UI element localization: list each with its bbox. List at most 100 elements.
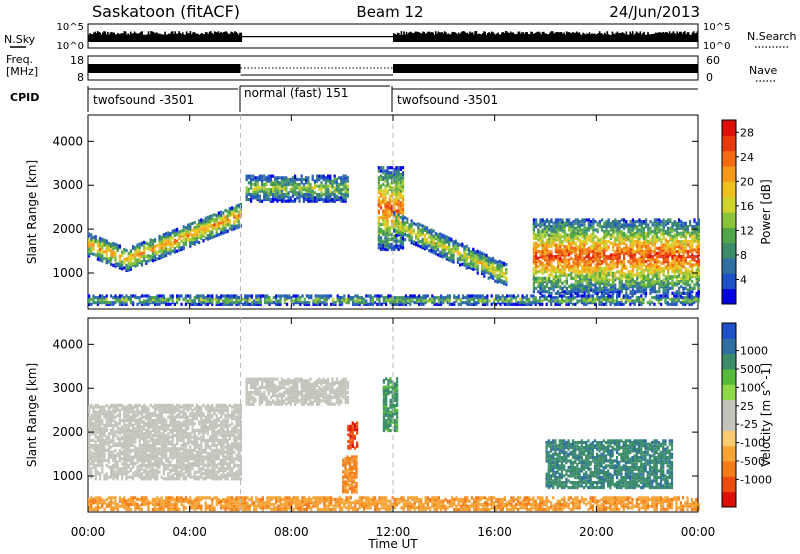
echo-cell (324, 194, 327, 198)
echo-cell (528, 301, 531, 305)
echo-cell (554, 231, 557, 235)
noise-sample (380, 36, 382, 38)
echo-cell (572, 225, 575, 229)
echo-cell (603, 270, 606, 274)
echo-cell (616, 265, 619, 269)
echo-cell (160, 247, 163, 251)
echo-cell (631, 230, 634, 234)
echo-cell (300, 191, 303, 195)
echo-cell (554, 226, 557, 230)
echo-cell (545, 240, 549, 244)
echo-cell (483, 261, 486, 265)
echo-cell (653, 218, 656, 222)
echo-cell (90, 250, 93, 254)
echo-cell (217, 302, 220, 306)
echo-cell (377, 177, 380, 182)
echo-cell (631, 301, 634, 305)
echo-cell (466, 294, 469, 298)
echo-cell (605, 241, 608, 245)
echo-cell (561, 290, 564, 294)
echo-cell (651, 263, 654, 267)
echo-cell (596, 236, 599, 240)
echo-cell (395, 212, 398, 217)
echo-cell (614, 273, 617, 277)
echo-cell (260, 189, 264, 193)
echo-cell (530, 302, 533, 306)
echo-cell (101, 242, 104, 246)
noise-sample (426, 32, 428, 42)
echo-cell (147, 242, 150, 246)
echo-cell (452, 256, 455, 261)
noise-sample (344, 36, 347, 38)
echo-cell (592, 246, 595, 250)
echo-cell (563, 271, 566, 275)
echo-cell (200, 225, 203, 229)
echo-cell (550, 230, 553, 234)
echo-cell (209, 233, 212, 237)
noise-sample (609, 34, 611, 42)
echo-cell (390, 246, 394, 250)
echo-cell (589, 283, 593, 287)
echo-cell (459, 251, 462, 255)
echo-cell (556, 235, 560, 239)
noise-sample (630, 33, 633, 42)
echo-cell (397, 221, 400, 225)
noise-sample (146, 34, 149, 42)
echo-cell (543, 251, 546, 255)
echo-cell (393, 172, 396, 177)
echo-cell (287, 177, 290, 182)
echo-cell (96, 239, 99, 243)
echo-cell (467, 264, 470, 268)
echo-cell (651, 271, 654, 275)
echo-cell (228, 220, 231, 224)
noise-sample (249, 36, 251, 38)
echo-cell (285, 184, 288, 188)
echo-cell (618, 246, 621, 250)
echo-cell (278, 181, 281, 185)
echo-cell (605, 233, 608, 237)
noise-sample (311, 36, 314, 38)
echo-cell (121, 265, 124, 269)
echo-cell (541, 268, 544, 272)
echo-cell (140, 243, 143, 247)
echo-cell (627, 280, 630, 284)
echo-cell (302, 184, 305, 188)
echo-cell (625, 233, 628, 237)
echo-cell (505, 277, 508, 282)
echo-cell (581, 243, 584, 247)
echo-cell (322, 197, 325, 202)
echo-cell (110, 249, 113, 253)
echo-cell (184, 237, 187, 241)
nave-right-tick-bottom: 0 (706, 71, 713, 84)
echo-cell (266, 297, 269, 301)
echo-cell (494, 279, 497, 283)
echo-cell (428, 235, 431, 240)
echo-cell (237, 220, 240, 224)
echo-cell (90, 302, 93, 306)
echo-cell (668, 302, 671, 306)
echo-cell (440, 294, 443, 298)
echo-cell (653, 261, 656, 265)
echo-cell (420, 302, 423, 306)
echo-cell (496, 260, 499, 264)
echo-cell (556, 265, 560, 269)
echo-cell (611, 299, 614, 303)
echo-cell (640, 225, 643, 229)
echo-cell (204, 296, 207, 300)
noise-sample (487, 32, 489, 42)
echo-cell (298, 187, 301, 192)
echo-cell (277, 299, 280, 303)
echo-cell (600, 260, 604, 264)
noise-sample (128, 34, 131, 42)
noise-sample (293, 36, 296, 38)
echo-cell (561, 294, 564, 298)
echo-cell (581, 245, 584, 249)
echo-cell (349, 296, 352, 300)
echo-cell (578, 299, 581, 303)
echo-cell (396, 297, 399, 301)
noise-sample (165, 34, 168, 42)
echo-cell (636, 231, 639, 235)
echo-cell (478, 260, 481, 264)
echo-cell (574, 275, 577, 279)
echo-cell (484, 301, 487, 305)
